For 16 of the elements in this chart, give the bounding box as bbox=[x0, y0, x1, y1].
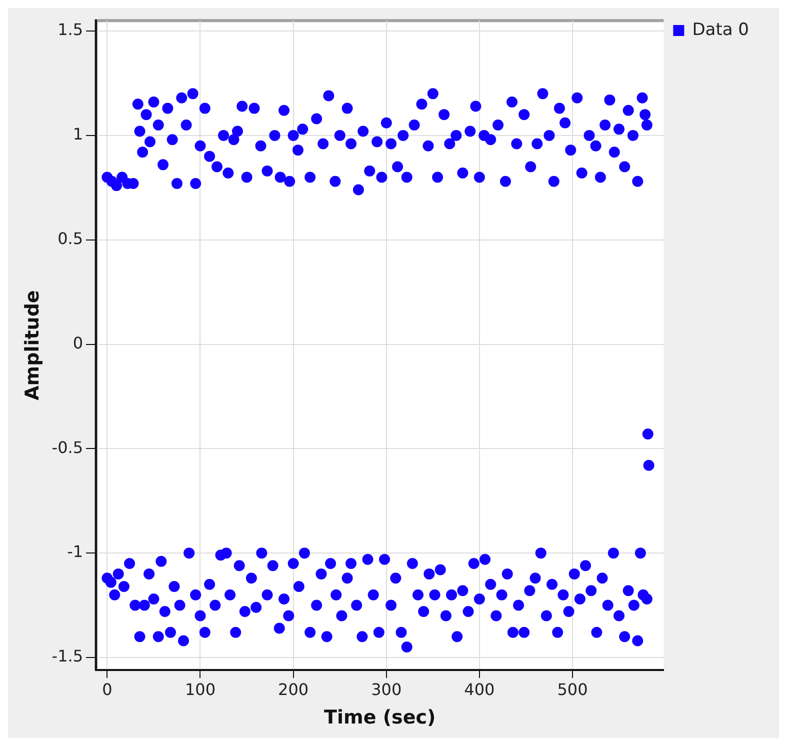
y-tick-label: 0.5 bbox=[58, 229, 84, 248]
x-tick-label: 0 bbox=[102, 680, 112, 699]
y-tick-label: 1 bbox=[72, 124, 84, 144]
x-tick-label: 400 bbox=[464, 680, 495, 699]
x-tick-label: 100 bbox=[184, 680, 216, 699]
y-tick-label: 1.5 bbox=[58, 20, 84, 40]
x-tick-label: 300 bbox=[371, 680, 402, 699]
x-tick-label: 200 bbox=[278, 680, 309, 699]
legend-label: Data 0 bbox=[692, 20, 749, 40]
x-tick-label: 500 bbox=[557, 680, 588, 699]
y-tick-label: -1 bbox=[67, 542, 84, 562]
x-axis-title: Time (sec) bbox=[324, 706, 436, 729]
y-tick-label: -0.5 bbox=[52, 438, 84, 457]
y-axis-title: Amplitude bbox=[21, 290, 44, 400]
y-tick-label: -1.5 bbox=[52, 646, 84, 666]
y-tick-label: 0 bbox=[72, 333, 84, 352]
